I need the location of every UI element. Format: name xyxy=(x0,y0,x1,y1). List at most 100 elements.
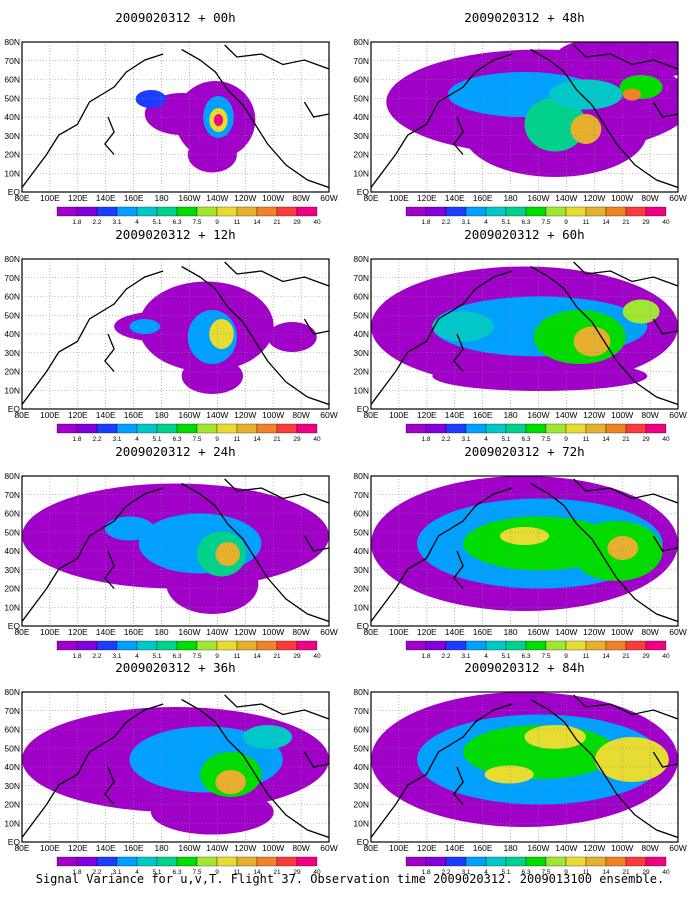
colorbar-swatch xyxy=(525,206,547,217)
variance-contour xyxy=(243,725,293,749)
colorbar-label: 29 xyxy=(642,436,650,443)
lat-tick-label: 50N xyxy=(353,743,369,753)
lat-tick-label: 80N xyxy=(4,471,20,481)
lon-tick-label: 100W xyxy=(262,193,284,203)
lat-tick-label: 80N xyxy=(353,37,369,47)
colorbar-label: 7.5 xyxy=(192,653,201,660)
coastline xyxy=(303,318,329,335)
coastline xyxy=(453,333,464,372)
colorbar-label: 40 xyxy=(662,219,670,226)
panel-title: 2009020312 + 36h xyxy=(115,660,235,675)
variance-contour xyxy=(499,527,550,545)
lon-tick-label: 100E xyxy=(40,410,60,420)
lon-tick-label: 160E xyxy=(473,843,493,853)
lat-tick-label: 20N xyxy=(353,800,369,810)
colorbar-label: 6.3 xyxy=(172,869,181,876)
colorbar-label: 9 xyxy=(215,436,219,443)
colorbar-swatch xyxy=(116,206,138,217)
colorbar-swatch xyxy=(405,206,427,217)
coastline xyxy=(224,44,329,70)
lon-tick-label: 60W xyxy=(320,843,337,853)
variance-field xyxy=(371,692,678,827)
lat-tick-label: 20N xyxy=(4,367,20,377)
colorbar-label: 29 xyxy=(293,653,301,660)
colorbar-label: 3.1 xyxy=(461,436,470,443)
colorbar-label: 11 xyxy=(234,653,241,660)
lon-tick-label: 140E xyxy=(96,410,116,420)
colorbar-swatch xyxy=(465,423,487,434)
colorbar-swatch xyxy=(236,856,258,867)
colorbar-swatch xyxy=(76,423,98,434)
coastline xyxy=(371,53,513,188)
colorbar-label: 6.3 xyxy=(521,436,530,443)
variance-contour xyxy=(213,114,224,126)
panel-title: 2009020312 + 00h xyxy=(115,10,235,25)
coastline xyxy=(181,48,329,189)
coastline xyxy=(573,478,678,504)
lat-tick-label: 80N xyxy=(4,687,20,697)
lon-tick-label: 100E xyxy=(40,193,60,203)
lon-tick-label: 140E xyxy=(445,627,465,637)
lat-tick-label: 60N xyxy=(4,725,20,735)
variance-contour xyxy=(524,725,586,749)
lat-tick-label: 30N xyxy=(353,131,369,141)
lat-tick-label: 30N xyxy=(4,781,20,791)
colorbar-label: 2.2 xyxy=(92,436,101,443)
colorbar-swatch xyxy=(585,856,607,867)
panel-title: 2009020312 + 72h xyxy=(464,444,584,459)
lat-tick-label: 30N xyxy=(4,348,20,358)
coastline xyxy=(573,694,678,720)
colorbar-swatch xyxy=(445,640,467,651)
colorbar-swatch xyxy=(485,640,507,651)
lon-tick-label: 160E xyxy=(124,410,144,420)
colorbar-label: 14 xyxy=(253,436,261,443)
colorbar-swatch xyxy=(545,856,567,867)
colorbar-swatch xyxy=(96,856,118,867)
colorbar-swatch xyxy=(585,206,607,217)
colorbar-swatch xyxy=(76,640,98,651)
lat-tick-label: 80N xyxy=(4,254,20,264)
lat-tick-label: EQ xyxy=(357,621,370,631)
colorbar-swatch xyxy=(645,856,667,867)
colorbar-label: 14 xyxy=(253,869,261,876)
colorbar-label: 40 xyxy=(662,436,670,443)
colorbar-swatch xyxy=(425,640,447,651)
map-panel: 2009020312 + 84h 80N 70N 60N 50N 40N 30N 20N 10N… xyxy=(353,660,686,876)
lat-tick-label: EQ xyxy=(8,837,21,847)
lon-tick-label: 140E xyxy=(96,843,116,853)
colorbar-swatch xyxy=(156,206,178,217)
colorbar-swatch xyxy=(545,423,567,434)
lon-tick-label: 120E xyxy=(417,627,437,637)
lat-tick-label: 60N xyxy=(4,75,20,85)
lon-tick-label: 120E xyxy=(417,193,437,203)
lon-tick-label: 100W xyxy=(611,843,633,853)
coastline xyxy=(22,703,164,838)
colorbar-label: 4 xyxy=(484,869,488,876)
colorbar-swatch xyxy=(465,206,487,217)
colorbar-label: 5.1 xyxy=(501,436,510,443)
coastline xyxy=(303,751,329,768)
lat-tick-label: EQ xyxy=(357,837,370,847)
lat-tick-label: 30N xyxy=(353,348,369,358)
colorbar-label: 29 xyxy=(293,436,301,443)
lon-tick-label: 120E xyxy=(68,193,88,203)
colorbar-swatch xyxy=(505,640,527,651)
coastline xyxy=(371,270,513,405)
colorbar-label: 4 xyxy=(484,653,488,660)
colorbar-swatch xyxy=(196,206,218,217)
colorbar-swatch xyxy=(645,423,667,434)
colorbar-label: 21 xyxy=(273,869,281,876)
coastline xyxy=(530,482,678,623)
colorbar-label: 6.3 xyxy=(172,219,181,226)
colorbar-label: 3.1 xyxy=(461,219,470,226)
lon-tick-label: 80W xyxy=(292,843,309,853)
lat-tick-label: 70N xyxy=(4,490,20,500)
colorbar-label: 29 xyxy=(293,219,301,226)
lon-tick-label: 100W xyxy=(611,410,633,420)
variance-field xyxy=(386,42,678,177)
lon-tick-label: 120W xyxy=(583,843,605,853)
lat-tick-label: 70N xyxy=(353,490,369,500)
lon-tick-label: 140E xyxy=(445,410,465,420)
lon-tick-label: 160E xyxy=(473,410,493,420)
lon-tick-label: 160E xyxy=(473,193,493,203)
